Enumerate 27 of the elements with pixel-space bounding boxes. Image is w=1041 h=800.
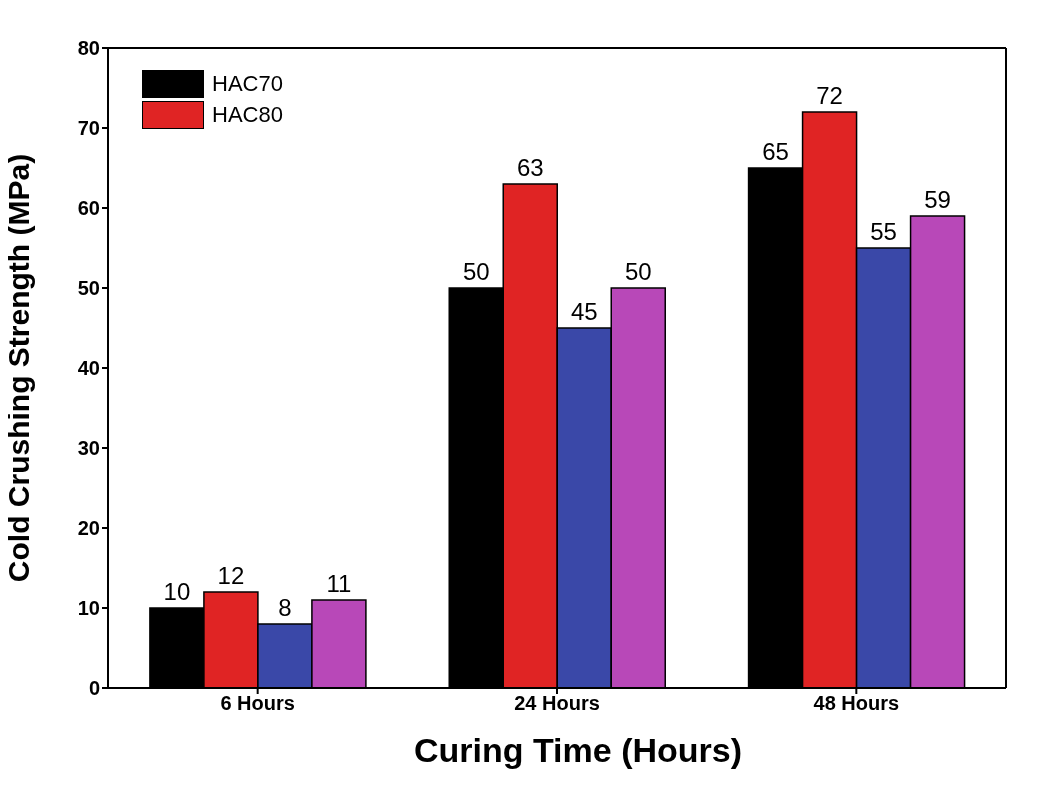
y-tick-label: 30 (77, 437, 100, 460)
data-label: 72 (816, 82, 843, 109)
data-label: 63 (516, 154, 544, 181)
data-label: 55 (870, 218, 897, 245)
x-tick-label: 6 Hours (220, 692, 295, 715)
data-label: 45 (570, 298, 598, 325)
data-label: 11 (326, 570, 352, 597)
x-axis-title: Curing Time (Hours) (412, 730, 743, 771)
data-label: 65 (762, 138, 789, 165)
y-tick-label: 80 (77, 37, 100, 60)
x-tick-label: 48 Hours (813, 692, 900, 715)
y-tick-label: 10 (77, 597, 100, 620)
data-label: 50 (462, 258, 490, 285)
y-tick-label: 50 (77, 277, 100, 300)
data-label: 59 (924, 186, 951, 213)
y-tick-label: 20 (77, 517, 100, 540)
y-tick-label: 60 (77, 197, 100, 220)
y-tick-label: 40 (77, 357, 100, 380)
data-label: 10 (163, 578, 191, 605)
x-tick-label: 24 Hours (514, 692, 600, 715)
y-tick-label: 70 (77, 117, 100, 140)
data-label: 12 (217, 562, 245, 589)
legend-label: HAC70 (212, 71, 283, 97)
legend-label: HAC80 (212, 102, 283, 128)
data-label: 50 (624, 258, 652, 285)
data-label: 8 (278, 594, 292, 621)
y-tick-label: 0 (88, 677, 100, 700)
